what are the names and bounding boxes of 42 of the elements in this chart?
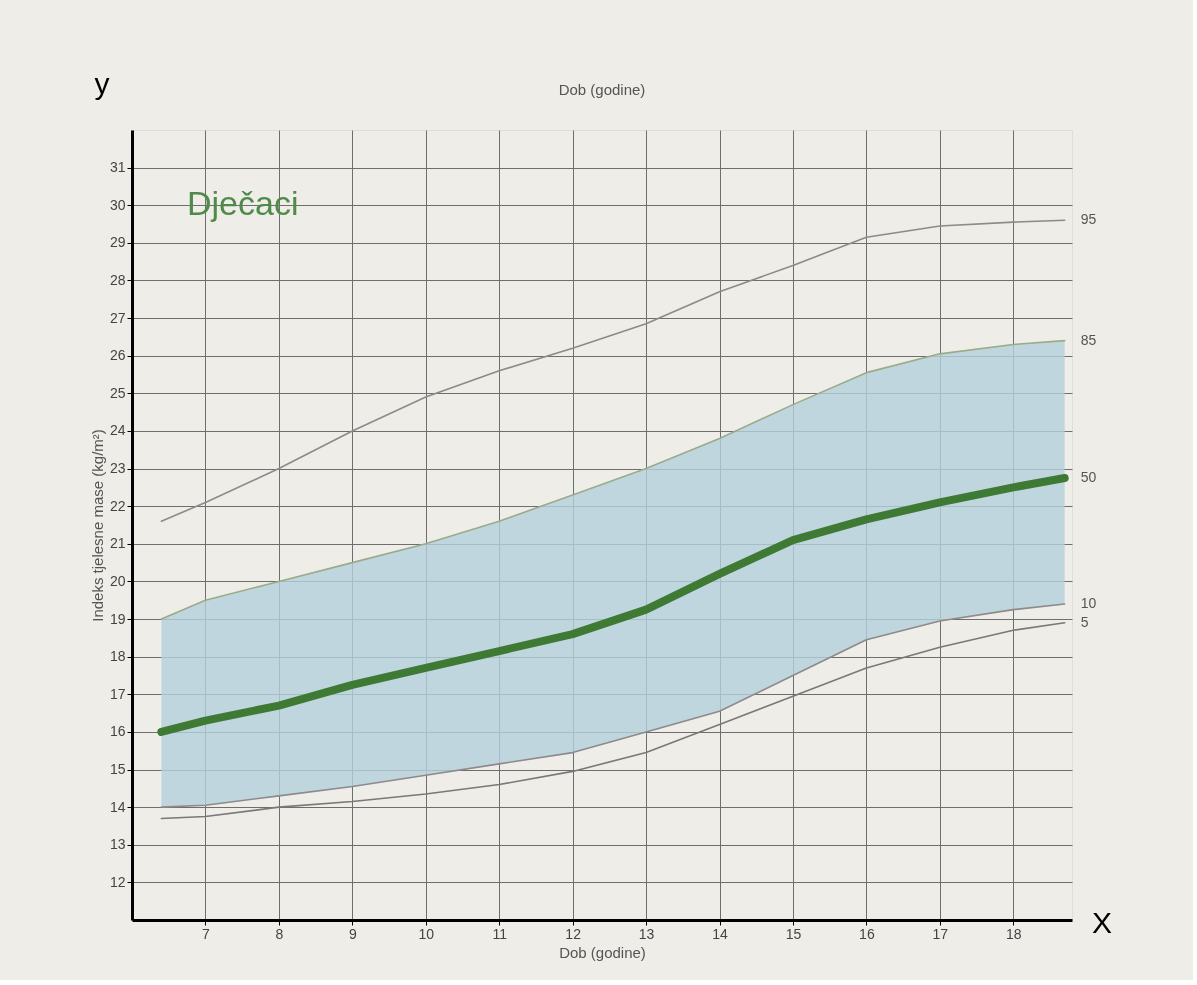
x-tick-label: 9 bbox=[348, 925, 357, 942]
y-tick-label: 26 bbox=[109, 347, 126, 364]
x-tick-label: 14 bbox=[712, 925, 728, 942]
x-tick-label: 16 bbox=[859, 925, 875, 942]
y-tick-label: 22 bbox=[109, 497, 126, 514]
y-tick-label: 12 bbox=[109, 873, 126, 890]
x-axis-title: Dob (godine) bbox=[559, 943, 646, 961]
y-tick-label: 25 bbox=[109, 384, 126, 401]
y-tick-label: 27 bbox=[109, 309, 126, 326]
text: Dob (godine) bbox=[558, 81, 646, 98]
y-tick-label: 17 bbox=[109, 685, 126, 702]
series-label: 85 bbox=[1080, 331, 1097, 348]
y-tick-label: 31 bbox=[109, 159, 126, 176]
x-tick-label: 10 bbox=[418, 925, 435, 942]
x-tick-label: 7 bbox=[202, 925, 211, 942]
y-axis-title: Indeks tjelesne mase (kg/m²) bbox=[88, 429, 106, 622]
series-label: 10 bbox=[1080, 595, 1097, 611]
series-label: 95 bbox=[1080, 211, 1097, 228]
x-tick-label: 15 bbox=[785, 925, 802, 942]
y-tick-label: 15 bbox=[109, 761, 126, 778]
y-tick-label: 29 bbox=[109, 234, 126, 251]
text: y bbox=[94, 67, 110, 100]
y-tick-label: 23 bbox=[109, 460, 126, 477]
y-tick-label: 20 bbox=[109, 572, 126, 589]
text: X bbox=[1091, 906, 1113, 939]
y-tick-label: 16 bbox=[109, 723, 126, 740]
x-tick-label: 13 bbox=[638, 925, 655, 942]
x-tick-label: 18 bbox=[1005, 925, 1022, 942]
y-tick-label: 21 bbox=[109, 535, 126, 552]
y-tick-label: 13 bbox=[109, 836, 126, 853]
y-tick-label: 19 bbox=[109, 610, 126, 627]
y-tick-label: 18 bbox=[109, 648, 126, 665]
series-label: 5 bbox=[1080, 613, 1089, 630]
y-tick-label: 28 bbox=[109, 271, 126, 288]
series-label: 50 bbox=[1080, 468, 1097, 485]
y-tick-label: 14 bbox=[109, 798, 126, 815]
x-tick-label: 12 bbox=[565, 925, 582, 942]
x-tick-label: 11 bbox=[492, 925, 508, 942]
x-tick-label: 8 bbox=[275, 925, 284, 942]
x-tick-label: 17 bbox=[932, 925, 949, 942]
y-tick-label: 30 bbox=[109, 196, 126, 213]
y-tick-label: 24 bbox=[109, 422, 126, 439]
